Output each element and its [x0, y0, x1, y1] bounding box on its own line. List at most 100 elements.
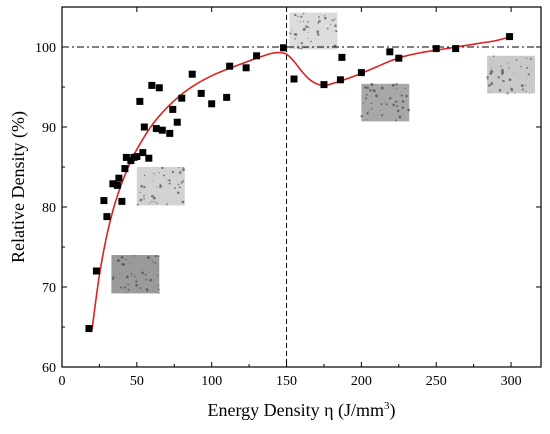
- inset-pore: [153, 172, 155, 175]
- y-tick-label: 80: [42, 201, 56, 216]
- inset-pore: [380, 86, 384, 90]
- inset-pore: [363, 86, 367, 89]
- inset-pore: [300, 47, 303, 50]
- data-point: [115, 174, 123, 182]
- inset-pore: [177, 167, 179, 169]
- inset-pore: [139, 287, 142, 290]
- inset-pore: [181, 200, 185, 204]
- inset-pore: [133, 275, 136, 278]
- inset-pore: [168, 179, 171, 182]
- inset-pore: [316, 30, 320, 34]
- inset-pore: [372, 89, 376, 93]
- inset-pore: [122, 263, 125, 266]
- x-tick-label: 100: [201, 374, 222, 389]
- inset-pore: [397, 101, 399, 103]
- data-point: [121, 165, 129, 173]
- inset-pore: [326, 27, 329, 30]
- data-point: [133, 153, 141, 161]
- inset-image: [361, 83, 410, 122]
- inset-pore: [182, 168, 185, 172]
- x-tick-label: 200: [351, 374, 372, 389]
- data-point: [109, 180, 117, 188]
- inset-pore: [166, 203, 168, 206]
- inset-pore: [125, 275, 129, 279]
- data-point: [188, 70, 196, 78]
- inset-pore: [407, 108, 411, 112]
- inset-pore: [317, 21, 320, 24]
- inset-pore: [489, 91, 491, 93]
- inset-pore: [498, 88, 502, 92]
- data-point: [395, 54, 403, 62]
- inset-pore: [316, 33, 320, 36]
- inset-pore: [135, 280, 138, 283]
- y-tick-label: 70: [42, 281, 56, 296]
- inset-pore: [141, 269, 143, 271]
- inset-pore: [520, 84, 524, 88]
- data-point: [223, 93, 231, 101]
- data-point: [338, 53, 346, 61]
- inset-pore: [492, 55, 495, 57]
- inset-pore: [305, 25, 308, 28]
- data-point: [103, 213, 111, 221]
- x-axis-label: Energy Density η (J/mm3): [207, 400, 395, 421]
- inset-pore: [360, 114, 363, 118]
- inset-pore: [381, 114, 384, 117]
- inset-pore: [487, 79, 489, 81]
- inset-pore: [131, 273, 133, 276]
- inset-pore: [152, 261, 154, 263]
- inset-pore: [112, 278, 114, 280]
- inset-pore: [112, 276, 115, 279]
- inset-pore: [370, 102, 373, 105]
- data-point: [136, 97, 144, 105]
- inset-pore: [168, 182, 171, 185]
- inset-pore: [502, 80, 505, 83]
- inset-pore: [153, 201, 156, 203]
- data-point: [253, 52, 261, 60]
- inset-pore: [149, 202, 151, 204]
- inset-pore: [154, 174, 156, 176]
- data-point: [92, 267, 100, 275]
- inset-pore: [521, 88, 524, 91]
- inset-pore: [510, 88, 514, 91]
- inset-pore: [392, 103, 396, 107]
- inset-pore: [294, 38, 297, 40]
- x-tick-label: 150: [276, 374, 297, 389]
- inset-pore: [490, 82, 494, 86]
- inset-pore: [145, 288, 149, 291]
- inset-pore: [131, 272, 133, 274]
- x-tick-label: 250: [426, 374, 447, 389]
- inset-pore: [127, 283, 129, 286]
- inset-pore: [525, 90, 527, 92]
- inset-pore: [291, 29, 293, 31]
- inset-pore: [334, 18, 336, 20]
- inset-image: [289, 12, 338, 50]
- inset-pore: [400, 94, 403, 97]
- inset-pore: [520, 65, 522, 68]
- inset-pore: [526, 66, 529, 69]
- inset-pore: [318, 19, 321, 23]
- inset-pore: [119, 263, 121, 265]
- inset-pore: [331, 19, 334, 22]
- inset-pore: [398, 115, 402, 119]
- inset-pore: [366, 119, 368, 121]
- data-point: [506, 33, 514, 41]
- inset-pore: [389, 96, 392, 100]
- data-point: [178, 94, 186, 102]
- inset-pore: [335, 30, 338, 33]
- inset-pore: [317, 16, 320, 18]
- inset-pore: [401, 100, 405, 103]
- inset-pore: [178, 171, 182, 174]
- inset-pore: [490, 67, 492, 69]
- inset-pore: [380, 110, 381, 111]
- data-point: [155, 84, 163, 92]
- inset-pore: [513, 72, 515, 74]
- inset-pore: [136, 203, 139, 206]
- inset-pore: [302, 20, 304, 23]
- y-axis-label: Relative Density (%): [8, 111, 29, 263]
- inset-pore: [506, 92, 509, 95]
- inset-pore: [156, 268, 158, 270]
- data-point: [122, 153, 130, 161]
- inset-pore: [405, 94, 408, 98]
